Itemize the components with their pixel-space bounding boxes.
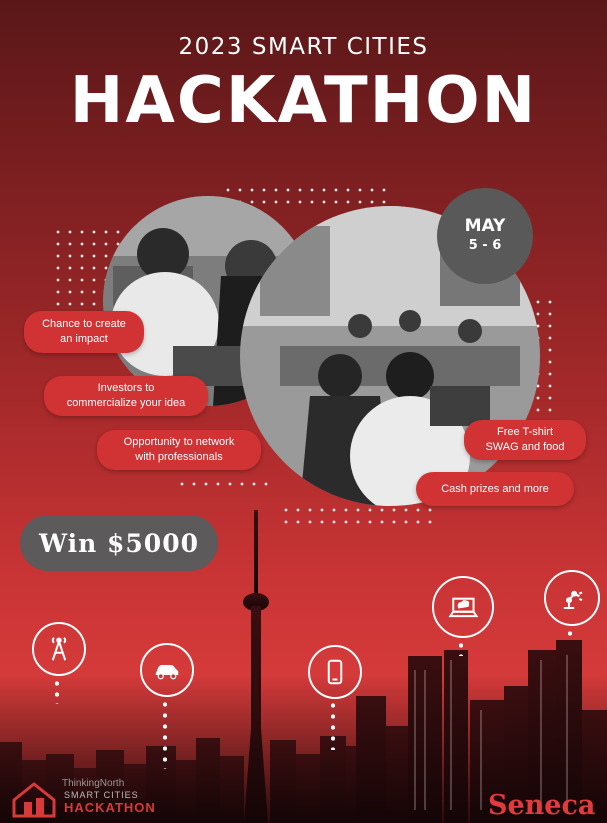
benefit-network: Opportunity to network with professional…	[97, 430, 261, 470]
icon-connector	[331, 700, 335, 750]
benefit-swag: Free T-shirt SWAG and food	[464, 420, 586, 460]
smartphone-icon	[308, 645, 362, 699]
antenna-icon	[32, 622, 86, 676]
date-days: 5 - 6	[468, 238, 502, 253]
prize-badge: Win $5000	[20, 515, 218, 571]
icon-connector	[568, 628, 572, 642]
icon-connector	[459, 640, 463, 656]
house-logo-icon	[12, 782, 56, 818]
logo-line2: SMART CITIES	[64, 790, 139, 800]
logo-line1: ThinkingNorth	[62, 778, 125, 789]
logo-line3: HACKATHON	[64, 800, 156, 815]
benefit-cash-prizes: Cash prizes and more	[416, 472, 574, 506]
dot-grid-bottom-right	[280, 504, 440, 532]
event-main-title: HACKATHON	[69, 64, 538, 138]
event-year-title: 2023 SMART CITIES	[178, 34, 429, 60]
seneca-logo: Seneca	[488, 790, 596, 821]
benefit-investors: Investors to commercialize your idea	[44, 376, 208, 416]
date-month: MAY	[464, 216, 506, 236]
hackathon-logo: ThinkingNorth SMART CITIES HACKATHON	[10, 778, 170, 820]
laptop-cloud-icon	[432, 576, 494, 638]
benefit-impact: Chance to create an impact	[24, 311, 144, 353]
icon-connector	[55, 678, 59, 704]
dot-grid-bottom-left	[176, 478, 272, 492]
icon-connector	[163, 699, 167, 769]
city-skyline	[0, 510, 607, 823]
car-icon	[140, 643, 194, 697]
date-badge: MAY 5 - 6	[437, 188, 533, 284]
robot-arm-icon	[544, 570, 600, 626]
